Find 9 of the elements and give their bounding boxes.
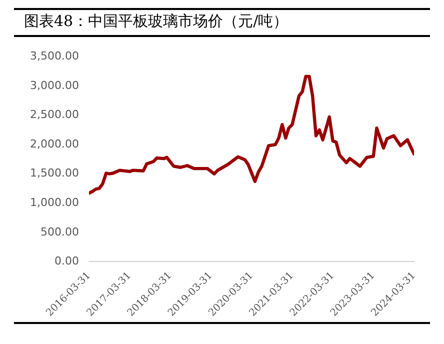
y-tick-label: 1,500.00 — [30, 166, 79, 180]
y-tick-label: 500.00 — [40, 225, 79, 238]
y-tick-label: 2,000.00 — [30, 137, 79, 150]
y-tick-label: 3,500.00 — [30, 49, 79, 62]
y-tick-label: 2,500.00 — [30, 108, 79, 122]
y-tick-label: 0.00 — [54, 254, 79, 268]
chart-title: 图表48：中国平板玻璃市场价（元/吨） — [24, 12, 288, 31]
y-tick-label: 3,000.00 — [30, 78, 79, 92]
y-tick-label: 1,000.00 — [30, 196, 79, 209]
